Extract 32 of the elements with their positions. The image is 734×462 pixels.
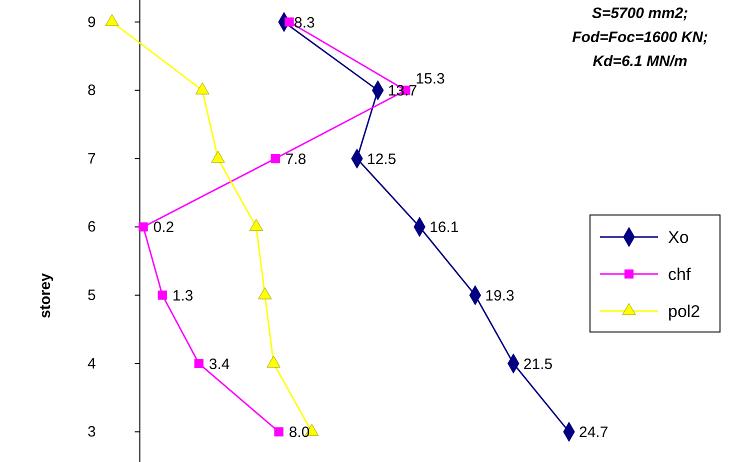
data-label: 15.3 bbox=[416, 70, 445, 88]
point bbox=[194, 358, 204, 368]
data-label: 8.0 bbox=[288, 424, 310, 442]
y-tick-label: 7 bbox=[87, 150, 96, 168]
point bbox=[158, 290, 167, 300]
legend-label: Xo bbox=[668, 228, 689, 247]
point bbox=[284, 17, 294, 27]
data-label: 19.3 bbox=[485, 287, 514, 304]
data-label: 1.3 bbox=[172, 287, 194, 304]
data-label: 3.4 bbox=[208, 356, 230, 373]
data-label: 7.8 bbox=[285, 150, 306, 168]
y-tick-label: 5 bbox=[87, 287, 96, 304]
point bbox=[138, 222, 148, 232]
y-tick-label: 3 bbox=[87, 424, 96, 441]
data-label: 16.1 bbox=[430, 219, 459, 236]
y-tick-label: 9 bbox=[87, 14, 96, 31]
text: Kd=6.1 MN/m bbox=[592, 53, 688, 70]
y-axis-title: storey bbox=[37, 272, 54, 318]
data-label: 0.2 bbox=[153, 219, 174, 236]
y-tick-label: 6 bbox=[87, 218, 96, 236]
y-tick-label: 4 bbox=[87, 355, 96, 372]
legend-label: pol2 bbox=[668, 302, 700, 321]
text: Fod=Foc=1600 KN; bbox=[572, 29, 708, 46]
data-label: 21.5 bbox=[523, 356, 553, 373]
data-label: 12.5 bbox=[367, 150, 396, 168]
text: S=5700 mm2; bbox=[592, 5, 688, 22]
data-label: 8.3 bbox=[294, 14, 315, 32]
y-tick-label: 8 bbox=[87, 82, 96, 100]
point bbox=[270, 154, 280, 164]
legend-label: chf bbox=[668, 264, 691, 284]
data-label: 24.7 bbox=[579, 424, 608, 442]
point bbox=[274, 427, 284, 436]
